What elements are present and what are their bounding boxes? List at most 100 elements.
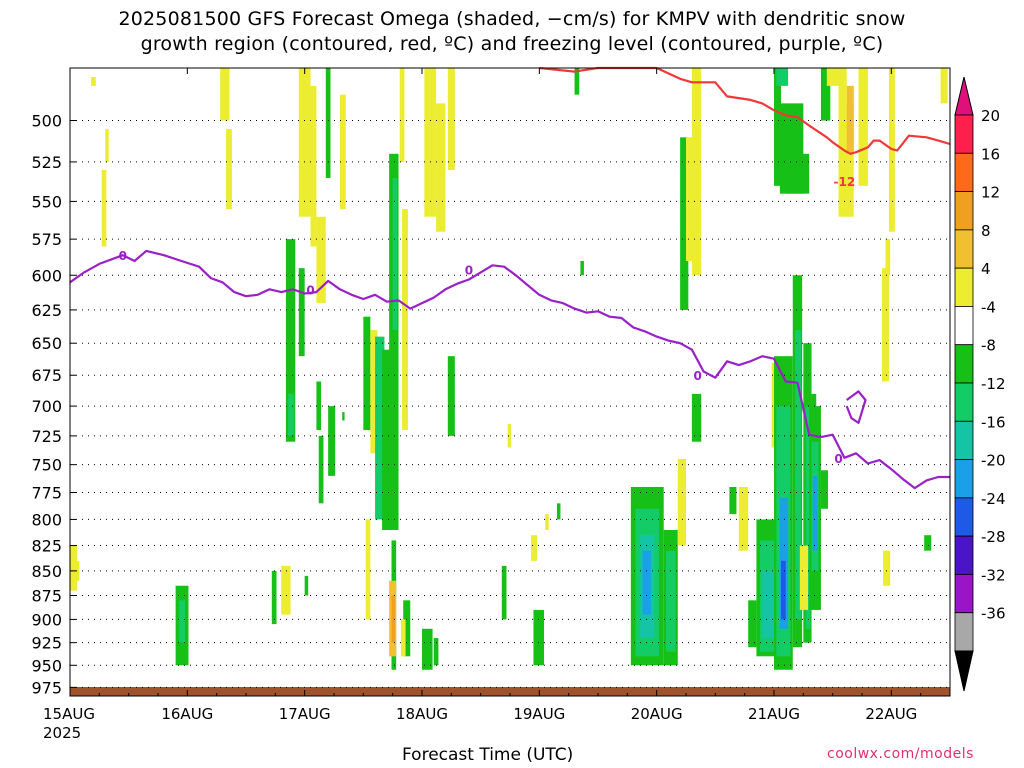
x-tick-label: 19AUG — [513, 705, 565, 723]
y-tick-label: 625 — [31, 301, 62, 320]
omega-cell — [328, 406, 336, 476]
credit-link[interactable]: coolwx.com/models — [827, 746, 974, 762]
y-tick-label: 525 — [31, 153, 62, 172]
chart-title-line-2: growth region (contoured, red, ºC) and f… — [140, 33, 884, 55]
omega-cell — [811, 393, 817, 442]
y-tick-label: 550 — [31, 192, 62, 211]
omega-cell — [400, 619, 406, 657]
omega-cell — [924, 535, 932, 551]
y-tick-label: 825 — [31, 537, 62, 556]
x-tick-label: 18AUG — [396, 705, 448, 723]
omega-cell — [531, 535, 537, 561]
colorbar-label: -12 — [981, 375, 1006, 393]
colorbar-swatch — [954, 382, 974, 422]
x-tick-label: 16AUG — [161, 705, 213, 723]
omega-cell — [776, 68, 789, 86]
colorbar-label: -36 — [981, 605, 1006, 623]
omega-cell — [447, 356, 455, 436]
colorbar-label: -16 — [981, 413, 1006, 431]
freezing-level-line — [69, 249, 950, 490]
freezing-level-label: 0 — [694, 369, 702, 383]
omega-cell — [220, 68, 230, 121]
colorbar-swatch — [954, 535, 974, 575]
omega-cell — [642, 550, 651, 615]
contour-layer: 0 0 0 0 0 -12 — [69, 66, 951, 490]
omega-cell — [285, 239, 296, 442]
colorbar: 20 16 12 8 4 -4 -8 -12 -16 -20 -24 -28 -32 -36 — [954, 76, 1006, 692]
omega-cell — [271, 570, 277, 625]
omega-cell — [885, 239, 891, 276]
colorbar-top-arrow — [954, 76, 974, 116]
omega-cell — [691, 68, 702, 276]
omega-cell — [826, 68, 839, 86]
omega-cell — [342, 412, 345, 421]
omega-cell — [820, 470, 828, 509]
omega-cell — [325, 68, 331, 178]
omega-cell — [447, 68, 455, 170]
omega-cell — [812, 475, 818, 551]
omega-cell — [91, 76, 96, 86]
freezing-level-label: 0 — [834, 452, 842, 466]
y-tick-label: 850 — [31, 562, 62, 581]
colorbar-label: 20 — [981, 107, 1000, 125]
omega-cell — [666, 550, 676, 652]
omega-cell — [881, 268, 889, 382]
omega-cell — [574, 68, 580, 95]
y-tick-label: 950 — [31, 656, 62, 675]
x-tick-label: 21AUG — [748, 705, 800, 723]
omega-cell — [762, 570, 774, 639]
omega-cell — [391, 406, 399, 530]
omega-cell — [883, 550, 891, 586]
omega-cell — [101, 169, 107, 247]
dgz-contour-line — [539, 66, 951, 155]
omega-cell — [403, 600, 411, 657]
omega-cell — [105, 128, 109, 162]
colorbar-swatch — [954, 306, 974, 346]
omega-cell — [422, 628, 433, 670]
y-tick-label: 975 — [31, 678, 62, 697]
omega-cell — [799, 545, 809, 610]
omega-cell — [838, 68, 847, 217]
omega-cell — [424, 68, 437, 217]
omega-cell — [318, 435, 324, 504]
colorbar-bottom-arrow — [954, 650, 974, 692]
omega-cell — [820, 68, 831, 121]
colorbar-swatch — [954, 229, 974, 269]
omega-cell — [858, 68, 868, 186]
y-tick-label: 675 — [31, 366, 62, 385]
omega-cell — [226, 128, 232, 210]
omega-cell — [846, 85, 854, 154]
omega-cell — [370, 330, 378, 454]
omega-cell — [940, 68, 948, 104]
colorbar-label: 8 — [981, 222, 991, 240]
x-tick-sublabel: 2025 — [43, 724, 81, 742]
colorbar-label: -32 — [981, 566, 1006, 584]
omega-cell — [580, 260, 584, 276]
omega-cell — [507, 424, 512, 448]
omega-cell — [402, 209, 408, 431]
colorbar-swatch — [954, 114, 974, 154]
omega-cell — [392, 177, 398, 331]
omega-cell — [288, 393, 295, 436]
x-tick-label: 15AUG — [43, 705, 95, 723]
colorbar-label: 12 — [981, 184, 1000, 202]
colorbar-swatch — [954, 191, 974, 231]
y-tick-label: 925 — [31, 634, 62, 653]
omega-cell — [533, 609, 545, 666]
x-tick-label: 20AUG — [631, 705, 683, 723]
colorbar-swatch — [954, 612, 974, 652]
omega-cell — [805, 406, 811, 629]
y-tick-label: 750 — [31, 456, 62, 475]
y-tick-label: 500 — [31, 112, 62, 131]
colorbar-label: -28 — [981, 528, 1006, 546]
omega-cell — [433, 638, 439, 666]
x-axis-label: Forecast Time (UTC) — [402, 745, 574, 765]
omega-cell — [680, 137, 689, 310]
omega-cell — [316, 381, 322, 431]
omega-cell — [298, 268, 305, 357]
surface-band — [70, 687, 950, 696]
omega-cell — [785, 153, 810, 194]
omega-cell — [304, 575, 309, 596]
